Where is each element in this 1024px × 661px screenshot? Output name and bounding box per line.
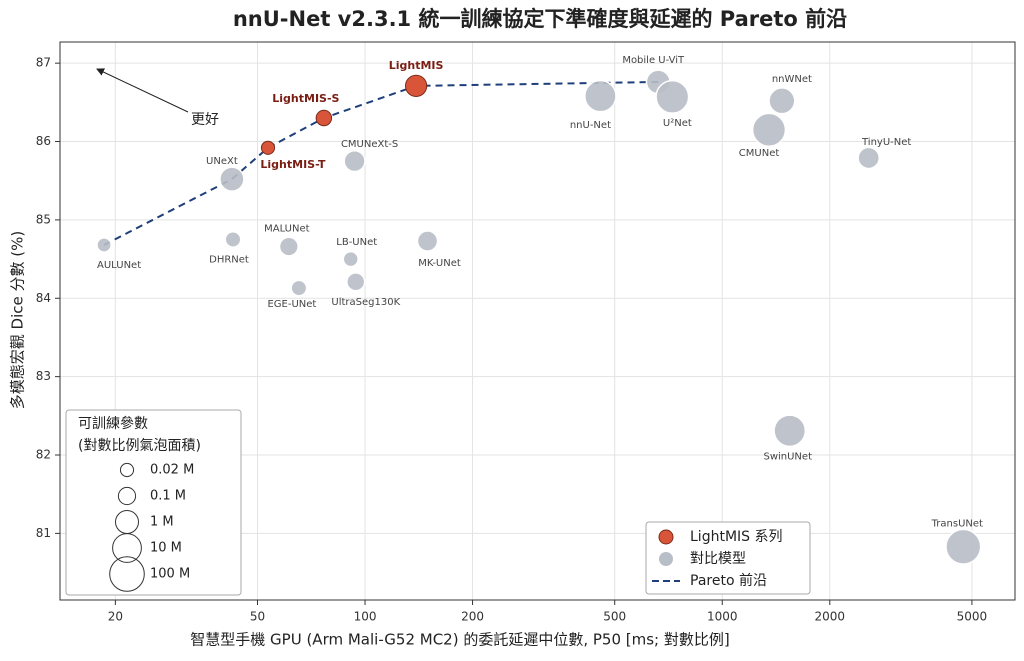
point-label: UltraSeg130K [331,297,400,308]
x-tick-label: 1000 [707,610,738,624]
y-tick-label: 83 [36,369,51,383]
y-tick-label: 85 [36,212,51,226]
legend-label: 對比模型 [690,551,746,567]
bubble [96,237,112,253]
bubble [342,250,359,268]
bubble [278,236,299,257]
bubble [773,414,807,448]
size-legend-box [65,409,242,596]
legend-marker [659,552,673,566]
point-label: UNeXt [206,156,238,167]
point-label: LightMIS-S [272,92,339,105]
point-label: MALUNet [264,224,309,235]
y-tick-label: 84 [36,291,51,305]
size-legend-marker [112,533,142,563]
bubble [768,87,796,115]
bubble [584,79,617,113]
x-tick-label: 500 [603,610,626,624]
bubble [404,74,428,98]
bubble [416,230,439,252]
size-legend-label: 10 M [150,541,182,556]
x-tick-label: 200 [461,610,484,624]
point-label: TransUNet [931,519,983,530]
y-tick-label: 86 [36,134,51,148]
y-tick-label: 87 [36,56,51,70]
point-label: CMUNet [739,148,780,159]
y-tick-label: 82 [36,448,51,462]
point-label: DHRNet [209,254,249,265]
x-tick-label: 50 [250,610,265,624]
bubble [945,528,982,565]
size-legend-label: 0.1 M [150,489,186,504]
point-label: LightMIS-T [260,158,326,171]
size-legend-marker [109,556,145,592]
size-legend-title: 可訓練參數 [78,416,148,432]
plot-frame [59,41,1016,601]
size-legend-title: (對數比例氣泡面積) [78,438,201,454]
point-label: Mobile U-ViT [622,55,685,66]
y-axis-label: 多模態宏觀 Dice 分數 (%) [9,231,27,409]
point-label: AULUNet [97,260,141,271]
bubble [315,109,333,127]
annotation: 更好 [191,112,219,128]
better-arrow [96,68,189,113]
x-axis-label: 智慧型手機 GPU (Arm Mali-G52 MC2) 的委託延遲中位數, P… [190,631,729,649]
point-label: SwinUNet [763,452,812,463]
legend-marker [658,529,674,545]
bubble [655,79,690,114]
pareto-line [103,80,659,246]
x-tick-label: 2000 [815,610,846,624]
point-label: U²Net [663,118,692,129]
x-tick-label: 5000 [957,610,988,624]
point-label: MK-UNet [418,258,461,269]
bubble [346,272,366,292]
size-legend-label: 0.02 M [150,463,194,478]
size-legend-marker [117,486,137,506]
point-label: LightMIS [389,59,444,72]
bubble [224,231,242,248]
legend-label: Pareto 前沿 [690,572,767,589]
point-label: nnU-Net [570,120,611,131]
bubble [343,149,366,173]
x-tick-label: 100 [354,610,377,624]
bubble [219,166,245,192]
size-legend-label: 100 M [150,567,190,582]
x-tick-label: 20 [108,610,123,624]
point-label: nnWNet [772,74,812,85]
point-label: LB-UNet [336,237,377,248]
chart-title: nnU-Net v2.3.1 統一訓練協定下準確度與延遲的 Pareto 前沿 [233,7,847,31]
bubble [290,279,308,297]
point-label: CMUNeXt-S [341,139,398,150]
legend-label: LightMIS 系列 [690,529,782,545]
bubble [751,112,787,147]
bubble [260,140,276,155]
bubble [857,146,881,170]
size-legend-marker [119,462,135,478]
legend-box [645,521,811,595]
grid [60,42,1015,600]
point-label: EGE-UNet [267,299,316,310]
y-tick-label: 81 [36,526,51,540]
size-legend-label: 1 M [150,515,174,530]
point-label: TinyU-Net [861,137,911,148]
